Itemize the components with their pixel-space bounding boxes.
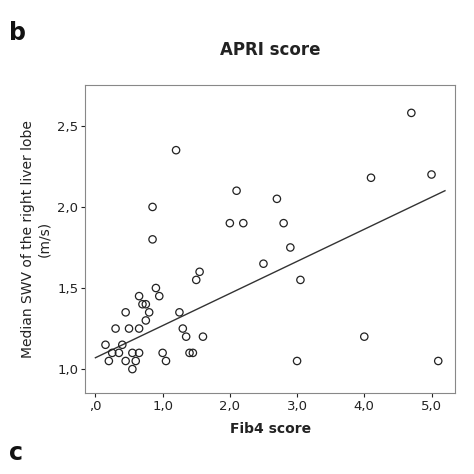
Point [139, 301, 146, 308]
Point [149, 236, 156, 243]
Point [135, 325, 143, 332]
Point [280, 219, 287, 227]
Point [122, 309, 129, 316]
Point [135, 349, 143, 356]
Point [142, 317, 150, 324]
Point [102, 341, 109, 348]
Point [199, 333, 207, 340]
Point [176, 309, 183, 316]
Point [367, 174, 375, 182]
Y-axis label: Median SWV of the right liver lobe
(m/s): Median SWV of the right liver lobe (m/s) [21, 120, 52, 358]
Point [109, 349, 116, 356]
Point [226, 219, 234, 227]
Point [149, 203, 156, 211]
Text: b: b [9, 21, 27, 46]
Point [428, 171, 435, 178]
Point [105, 357, 113, 365]
Point [142, 301, 150, 308]
Point [112, 325, 119, 332]
Point [128, 365, 136, 373]
Point [172, 146, 180, 154]
Point [239, 219, 247, 227]
Point [128, 349, 136, 356]
Text: APRI score: APRI score [220, 41, 320, 59]
Point [122, 357, 129, 365]
Point [155, 292, 163, 300]
Point [152, 284, 160, 292]
Point [132, 357, 139, 365]
Point [192, 276, 200, 284]
Point [287, 244, 294, 251]
Point [361, 333, 368, 340]
Point [115, 349, 123, 356]
Point [273, 195, 281, 202]
Point [159, 349, 166, 356]
Point [186, 349, 193, 356]
X-axis label: Fib4 score: Fib4 score [229, 422, 311, 436]
Point [189, 349, 197, 356]
Point [260, 260, 267, 267]
Point [179, 325, 187, 332]
Point [118, 341, 126, 348]
Point [435, 357, 442, 365]
Point [408, 109, 415, 117]
Point [162, 357, 170, 365]
Point [293, 357, 301, 365]
Text: c: c [9, 441, 24, 465]
Point [125, 325, 133, 332]
Point [297, 276, 304, 284]
Point [182, 333, 190, 340]
Point [196, 268, 203, 275]
Point [146, 309, 153, 316]
Point [233, 187, 240, 194]
Point [135, 292, 143, 300]
